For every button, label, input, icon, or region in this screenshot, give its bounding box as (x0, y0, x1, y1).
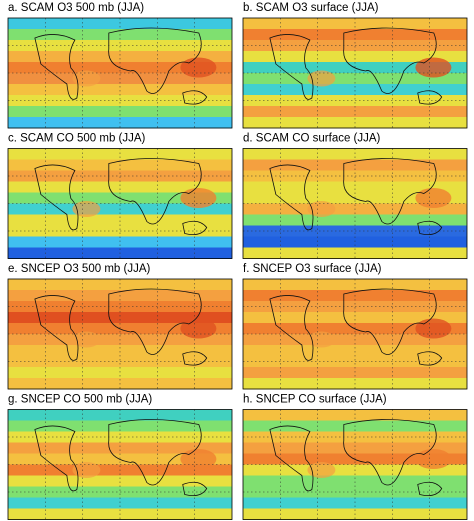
map-frame (7, 409, 233, 520)
map-blob (180, 449, 217, 469)
map-band (8, 18, 232, 30)
map-band (243, 18, 467, 30)
map-blob (307, 331, 336, 348)
map-band (243, 214, 467, 226)
map-band (243, 497, 467, 509)
coastline (34, 158, 208, 236)
map-blob (180, 57, 217, 78)
map-band (243, 236, 467, 248)
map-blob (307, 201, 336, 217)
panel-label: c. SCAM CO 500 mb (JJA) (8, 133, 146, 145)
map-band (243, 84, 467, 96)
map-band (243, 279, 467, 291)
map-blob (180, 188, 217, 208)
map-band (8, 442, 232, 454)
map-frame (242, 148, 468, 259)
map-band (243, 181, 467, 193)
map-blob (415, 188, 452, 208)
map-band (243, 51, 467, 63)
panel-label: f. SNCEP O3 surface (JJA) (243, 263, 382, 275)
map-band (243, 367, 467, 379)
map-panel: a. SCAM O3 500 mb (JJA) (7, 2, 233, 129)
coastline (34, 27, 208, 105)
panel-label: h. SNCEP CO surface (JJA) (243, 394, 387, 406)
map-band (243, 106, 467, 118)
map-band (8, 409, 232, 421)
map-blob (415, 318, 452, 339)
map-band (8, 84, 232, 96)
map-band (243, 148, 467, 160)
map-panel: e. SNCEP O3 500 mb (JJA) (7, 263, 233, 390)
map-panel: h. SNCEP CO surface (JJA) (242, 394, 468, 520)
map-band (243, 442, 467, 454)
coastline (269, 419, 443, 497)
panel-label: d. SCAM CO surface (JJA) (243, 133, 381, 145)
panel-label: e. SNCEP O3 500 mb (JJA) (8, 263, 150, 275)
map-band (243, 312, 467, 324)
map-blob (72, 201, 101, 217)
coastline (34, 419, 208, 497)
map-panel: g. SNCEP CO 500 mb (JJA) (7, 394, 233, 520)
map-frame (242, 278, 468, 390)
map-blob (72, 331, 101, 348)
map-panel: d. SCAM CO surface (JJA) (242, 133, 468, 259)
map-band (243, 345, 467, 357)
map-band (8, 279, 232, 291)
map-blob (72, 462, 101, 478)
map-blob (415, 57, 452, 78)
coastline (269, 288, 443, 366)
map-band (8, 497, 232, 509)
map-band (8, 181, 232, 193)
map-band (8, 345, 232, 357)
map-panel: f. SNCEP O3 surface (JJA) (242, 263, 468, 390)
map-panel: b. SCAM O3 surface (JJA) (242, 2, 468, 129)
map-band (8, 236, 232, 248)
map-blob (72, 70, 101, 87)
map-blob (307, 70, 336, 87)
map-frame (7, 278, 233, 390)
map-band (8, 367, 232, 379)
map-blob (307, 462, 336, 478)
coastline (34, 288, 208, 366)
panel-label: a. SCAM O3 500 mb (JJA) (8, 2, 144, 14)
map-blob (415, 449, 452, 469)
map-band (8, 106, 232, 118)
map-blob (180, 318, 217, 339)
map-frame (242, 17, 468, 129)
map-band (243, 409, 467, 421)
panel-label: b. SCAM O3 surface (JJA) (243, 2, 379, 14)
map-panel: c. SCAM CO 500 mb (JJA) (7, 133, 233, 259)
map-band (243, 475, 467, 487)
map-frame (242, 409, 468, 520)
map-band (8, 214, 232, 226)
map-band (8, 51, 232, 63)
coastline (269, 158, 443, 236)
map-band (8, 475, 232, 487)
map-band (8, 312, 232, 324)
map-frame (7, 17, 233, 129)
coastline (269, 27, 443, 105)
panel-label: g. SNCEP CO 500 mb (JJA) (8, 394, 152, 406)
map-frame (7, 148, 233, 259)
map-band (8, 148, 232, 160)
